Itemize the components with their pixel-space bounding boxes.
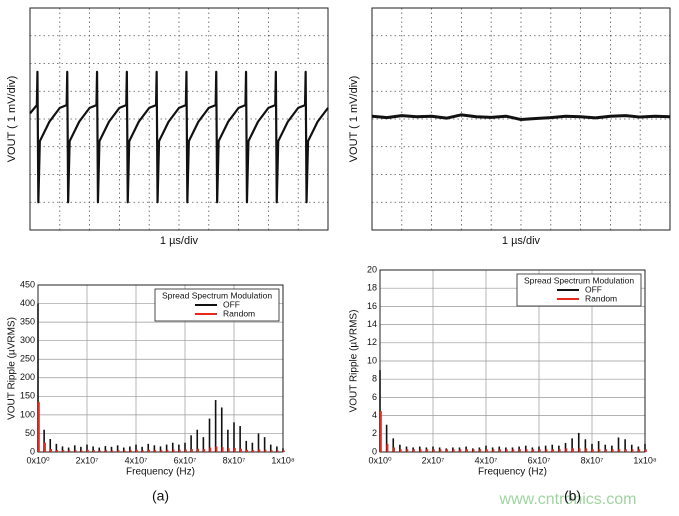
watermark: www.cntronics.com xyxy=(499,491,637,508)
y-axis-label: VOUT Ripple (µVRMS) xyxy=(349,310,360,413)
y-tick-label: 12 xyxy=(367,337,377,347)
caption: (a) xyxy=(152,488,169,504)
legend-label: OFF xyxy=(585,284,602,294)
x-tick-label: 4x10⁷ xyxy=(475,455,498,465)
x-tick-label: 0x10⁰ xyxy=(368,455,392,465)
y-axis-label: VOUT ( 1 mV/div) xyxy=(6,76,18,163)
x-axis-label: 1 µs/div xyxy=(502,235,541,247)
y-tick-label: 10 xyxy=(367,355,377,365)
plot-frame xyxy=(29,7,329,231)
legend-title: Spread Spectrum Modulation xyxy=(524,275,634,285)
y-tick-label: 2 xyxy=(372,428,377,438)
x-tick-label: 2x10⁷ xyxy=(76,455,99,465)
y-tick-label: 0 xyxy=(372,446,377,456)
x-tick-label: 6x10⁷ xyxy=(174,455,197,465)
x-tick-label: 8x10⁷ xyxy=(581,455,604,465)
x-tick-label: 6x10⁷ xyxy=(528,455,551,465)
y-tick-label: 4 xyxy=(372,410,377,420)
y-tick-label: 300 xyxy=(20,335,35,345)
x-tick-label: 2x10⁷ xyxy=(422,455,445,465)
y-axis-label: VOUT Ripple (µVRMS) xyxy=(7,317,18,420)
y-tick-label: 18 xyxy=(367,283,377,293)
legend-label: Random xyxy=(223,308,255,318)
x-tick-label: 1x10⁸ xyxy=(633,455,657,465)
y-tick-label: 0 xyxy=(30,446,35,456)
y-tick-label: 8 xyxy=(372,374,377,384)
y-tick-label: 6 xyxy=(372,392,377,402)
y-tick-label: 16 xyxy=(367,301,377,311)
y-tick-label: 450 xyxy=(20,279,35,289)
x-tick-label: 8x10⁷ xyxy=(223,455,246,465)
x-axis-label: 1 µs/div xyxy=(160,235,199,247)
y-tick-label: 150 xyxy=(20,391,35,401)
plot-frame xyxy=(371,7,671,231)
legend-label: OFF xyxy=(223,299,240,309)
y-tick-label: 20 xyxy=(367,264,377,274)
caption: (b) xyxy=(564,488,581,504)
y-tick-label: 400 xyxy=(20,298,35,308)
y-tick-label: 200 xyxy=(20,372,35,382)
y-axis-label: VOUT ( 1 mV/div) xyxy=(348,76,360,163)
trace xyxy=(371,113,671,122)
legend-label: Random xyxy=(585,293,617,303)
x-axis-label: Frequency (Hz) xyxy=(478,467,547,478)
trace xyxy=(29,70,329,204)
legend-title: Spread Spectrum Modulation xyxy=(162,290,272,300)
y-tick-label: 350 xyxy=(20,316,35,326)
x-axis-label: Frequency (Hz) xyxy=(126,467,195,478)
y-tick-label: 250 xyxy=(20,354,35,364)
y-tick-label: 50 xyxy=(25,428,35,438)
x-tick-label: 1x10⁸ xyxy=(271,455,295,465)
y-tick-label: 14 xyxy=(367,319,377,329)
x-tick-label: 4x10⁷ xyxy=(125,455,148,465)
x-tick-label: 0x10⁰ xyxy=(26,455,50,465)
y-tick-label: 100 xyxy=(20,409,35,419)
